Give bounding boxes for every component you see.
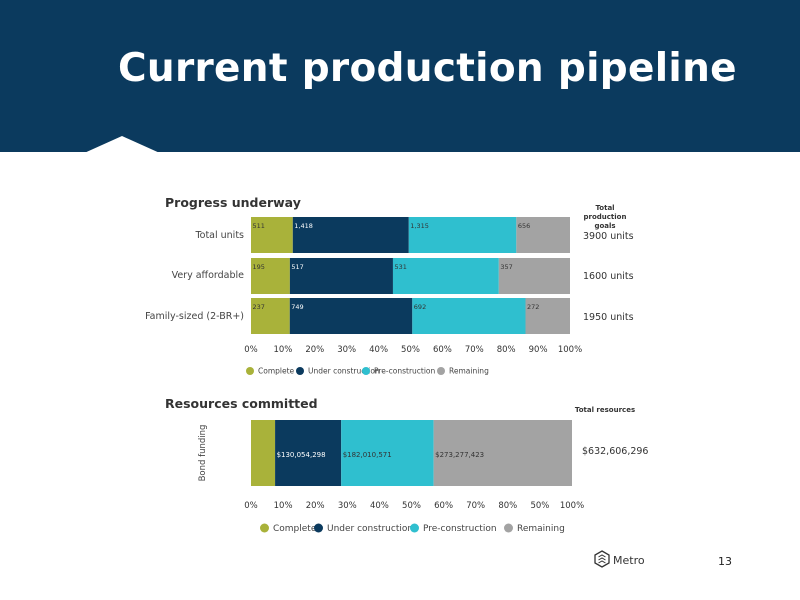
x-tick-label: 40% [369,345,388,355]
x-tick-label: 30% [337,345,356,355]
bar-segment [433,420,572,486]
legend-label: Pre-construction [374,367,436,376]
x-tick-label: 100% [558,345,582,355]
x-tick-label: 20% [306,501,325,511]
legend-label: Remaining [449,367,489,376]
legend-swatch [314,523,323,533]
legend-swatch [410,523,419,533]
bar-segment [251,258,290,294]
bar-segment [516,217,570,253]
legend-label: Under construction [308,367,380,376]
bar-data-label: 272 [527,303,539,311]
bar-data-label: $273,277,423 [435,451,484,459]
legend-label: Complete [273,524,317,534]
bar-data-label: 1,315 [410,222,429,230]
bar-segment [251,217,293,253]
bar-data-label: 749 [291,303,303,311]
legend-label: Under construction [327,524,413,534]
bar-data-label: 692 [414,303,426,311]
chart1-goal: 3900 units [583,231,634,242]
bar-data-label: 237 [253,303,265,311]
x-tick-label: 20% [305,345,324,355]
x-tick-label: 50% [530,501,549,511]
bar-data-label: 531 [394,263,406,271]
bar-data-label: 656 [518,222,530,230]
bar-segment [498,258,570,294]
bar-data-label: 357 [500,263,512,271]
bar-segment [251,420,276,486]
x-tick-label: 30% [338,501,357,511]
x-tick-label: 0% [244,345,258,355]
x-tick-label: 90% [529,345,548,355]
bar-data-label: 511 [253,222,265,230]
chart2-title: Resources committed [165,396,318,411]
bar-data-label: $182,010,571 [343,451,392,459]
x-tick-label: 10% [273,345,292,355]
bar-data-label: $130,054,298 [277,451,326,459]
metro-logo-icon [594,550,610,568]
x-tick-label: 100% [560,501,584,511]
x-tick-label: 80% [497,345,516,355]
chart2-total: $632,606,296 [582,446,649,457]
bar-segment [289,298,413,334]
legend-swatch [246,367,254,375]
x-tick-label: 50% [401,345,420,355]
legend-swatch [362,367,370,375]
chart1-goal: 1600 units [583,271,634,282]
x-tick-label: 70% [465,345,484,355]
bar-data-label: 1,418 [294,222,313,230]
legend-swatch [504,523,513,533]
chart1-side-header: Total production goals [583,204,627,230]
chart2-side-header: Total resources [574,406,636,414]
x-tick-label: 60% [434,501,453,511]
chart1-goal: 1950 units [583,312,634,323]
banner-notch [82,136,162,154]
legend-label: Complete [258,367,295,376]
bar-segment [251,298,290,334]
bar-segment [292,217,409,253]
x-tick-label: 80% [498,501,517,511]
x-tick-label: 0% [244,501,258,511]
x-tick-label: 60% [433,345,452,355]
bar-segment [341,420,434,486]
chart1-category-label: Very affordable [171,270,244,281]
x-tick-label: 10% [274,501,293,511]
slide-title: Current production pipeline [118,46,737,91]
x-tick-label: 40% [370,501,389,511]
legend-swatch [437,367,445,375]
legend-swatch [296,367,304,375]
bar-segment [412,298,526,334]
legend-label: Remaining [517,524,565,534]
bar-segment [525,298,570,334]
bar-segment [275,420,342,486]
chart1-category-label: Family-sized (2-BR+) [145,311,244,322]
bar-data-label: 195 [253,263,265,271]
title-banner [0,0,800,152]
chart1-title: Progress underway [165,195,301,210]
chart1-category-label: Total units [195,230,244,241]
metro-logo-text: Metro [613,554,645,567]
x-tick-label: 50% [402,501,421,511]
bar-data-label: 517 [291,263,303,271]
legend-swatch [260,523,269,533]
bar-segment [289,258,393,294]
page-number: 13 [718,555,732,568]
x-tick-label: 70% [466,501,485,511]
legend-label: Pre-construction [423,524,497,534]
bar-segment [408,217,517,253]
bar-segment [392,258,499,294]
